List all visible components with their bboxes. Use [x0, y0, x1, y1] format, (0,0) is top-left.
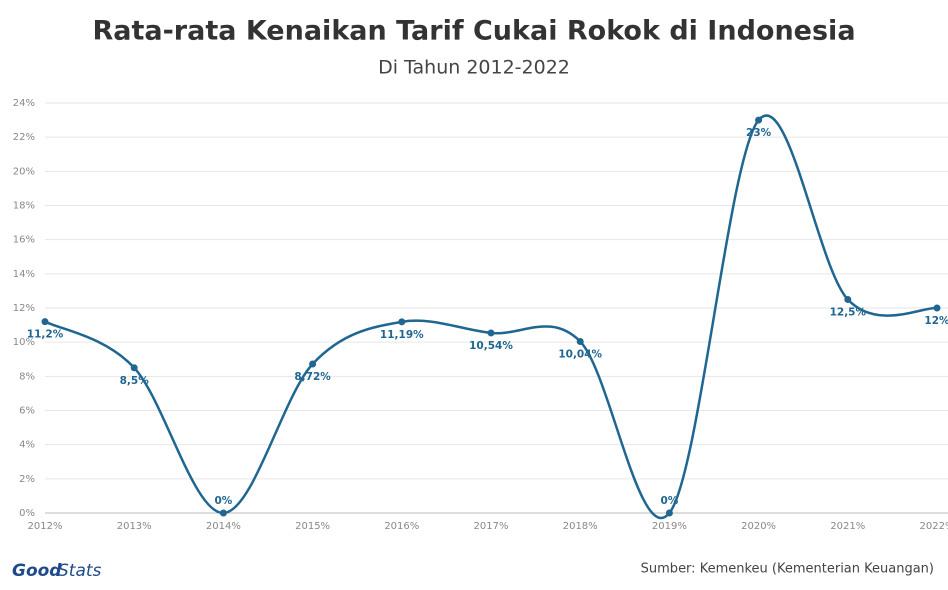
x-tick-label: 2018%	[563, 521, 598, 532]
point	[41, 318, 49, 326]
logo-light: Stats	[58, 561, 102, 581]
y-tick-label: 10%	[13, 337, 35, 348]
x-tick-label: 2014%	[206, 521, 241, 532]
value-label: 8,5%	[120, 375, 150, 387]
value-label: 8,72%	[294, 371, 331, 383]
point	[130, 364, 138, 372]
value-label: 0%	[214, 495, 232, 507]
value-label: 11,2%	[27, 329, 64, 341]
x-tick-label: 2022%	[920, 521, 948, 532]
x-tick-label: 2015%	[295, 521, 330, 532]
point	[487, 329, 495, 337]
point	[665, 509, 673, 517]
point	[933, 304, 941, 312]
y-tick-label: 18%	[13, 201, 35, 212]
chart-subtitle: Di Tahun 2012-2022	[378, 57, 570, 79]
y-tick-label: 8%	[19, 371, 35, 382]
point	[219, 509, 227, 517]
point	[398, 318, 406, 326]
x-tick-label: 2019%	[652, 521, 687, 532]
x-tick-label: 2020%	[741, 521, 776, 532]
chart-title: Rata-rata Kenaikan Tarif Cukai Rokok di …	[92, 16, 855, 47]
point	[755, 116, 763, 124]
y-tick-label: 24%	[13, 98, 35, 109]
source: Sumber: Kemenkeu (Kementerian Keuangan)	[641, 562, 934, 577]
value-label: 0%	[660, 495, 678, 507]
y-tick-label: 4%	[19, 440, 35, 451]
y-tick-label: 0%	[19, 508, 35, 519]
point	[576, 337, 584, 345]
x-tick-label: 2021%	[830, 521, 865, 532]
y-tick-label: 14%	[13, 269, 35, 280]
x-tick-label: 2013%	[117, 521, 152, 532]
x-tick-label: 2016%	[384, 521, 419, 532]
x-tick-label: 2012%	[28, 521, 63, 532]
value-label: 10,54%	[469, 340, 513, 352]
y-tick-label: 22%	[13, 132, 35, 143]
y-tick-label: 12%	[13, 303, 35, 314]
logo-bold: Good	[12, 561, 62, 581]
x-tick-label: 2017%	[474, 521, 509, 532]
y-tick-label: 16%	[13, 235, 35, 246]
line	[44, 114, 938, 519]
point	[844, 295, 852, 303]
y-tick-label: 2%	[19, 474, 35, 485]
y-tick-label: 20%	[13, 166, 35, 177]
value-label: 23%	[746, 127, 772, 139]
value-label: 10,04%	[558, 348, 602, 360]
value-label: 12%	[924, 315, 948, 327]
point	[309, 360, 317, 368]
value-label: 11,19%	[380, 329, 424, 341]
y-tick-label: 6%	[19, 406, 35, 417]
value-label: 12,5%	[830, 306, 867, 318]
